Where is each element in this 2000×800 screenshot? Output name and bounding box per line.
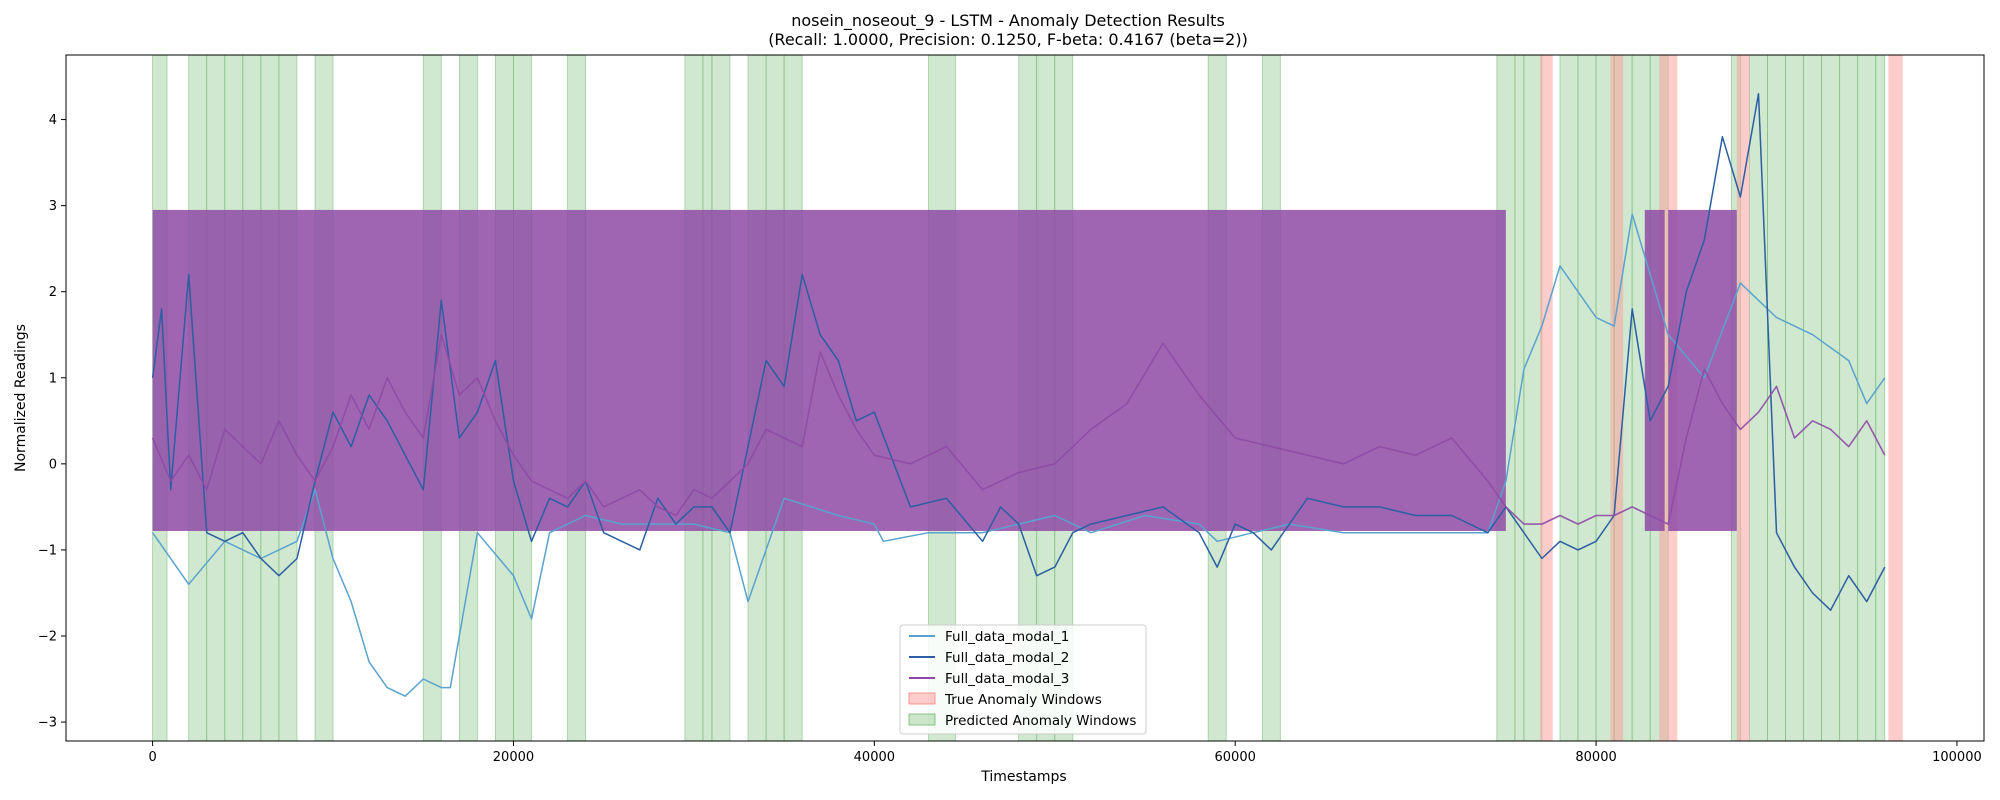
predicted-window-27 (1523, 55, 1543, 741)
chart-title: nosein_noseout_9 - LSTM - Anomaly Detect… (791, 11, 1225, 31)
legend-item-4: True Anomaly Windows (908, 692, 1102, 708)
y-tick-label-1: −2 (38, 629, 57, 644)
y-axis-ticks: −3 −2 −1 0 1 2 3 4 (38, 113, 66, 731)
legend-label-1: Full_data_modal_1 (945, 629, 1069, 645)
predicted-window-42 (1875, 55, 1886, 741)
modal-3-oscillation-band-1 (1644, 209, 1665, 531)
predicted-window-29 (1577, 55, 1597, 741)
y-tick-label-2: −1 (38, 543, 57, 558)
predicted-window-39 (1821, 55, 1841, 741)
legend-item-5: Predicted Anomaly Windows (908, 713, 1136, 729)
x-axis-label: Timestamps (980, 769, 1066, 785)
legend-swatch-5 (908, 713, 936, 726)
x-tick-label-2: 40000 (854, 750, 895, 765)
true-window-1 (1610, 55, 1624, 741)
legend-item-2: Full_data_modal_2 (909, 650, 1069, 666)
true-window-5 (1888, 55, 1903, 741)
series-line-3 (151, 333, 1886, 525)
y-tick-label-0: −3 (38, 716, 57, 731)
x-tick-label-1: 20000 (493, 750, 534, 765)
predicted-window-37 (1785, 55, 1804, 741)
predicted-window-36 (1767, 55, 1786, 741)
y-tick-label-6: 3 (49, 199, 57, 214)
legend-swatch-4 (908, 692, 936, 705)
x-tick-label-3: 60000 (1215, 750, 1256, 765)
legend-label-4: True Anomaly Windows (944, 692, 1102, 708)
series-line-2 (151, 92, 1886, 611)
true-window-0 (1540, 55, 1553, 741)
legend: Full_data_modal_1 Full_data_modal_2 Full_d… (899, 624, 1147, 735)
series-line-1 (151, 213, 1886, 697)
legend-label-5: Predicted Anomaly Windows (945, 713, 1136, 729)
chart-subtitle: (Recall: 1.0000, Precision: 0.1250, F-be… (768, 30, 1248, 49)
legend-item-3: Full_data_modal_3 (909, 671, 1069, 687)
y-tick-label-3: 0 (49, 457, 57, 472)
y-tick-label-7: 4 (49, 113, 57, 128)
legend-box (899, 624, 1147, 735)
predicted-window-28 (1559, 55, 1579, 741)
x-tick-label-0: 0 (148, 750, 156, 765)
series-layer (151, 92, 1886, 697)
x-tick-label-5: 100000 (1932, 750, 1982, 765)
legend-item-1: Full_data_modal_1 (909, 629, 1069, 645)
modal-3-oscillation-band-0 (152, 209, 1506, 531)
predicted-window-38 (1803, 55, 1823, 741)
modal-3-oscillation-band-2 (1668, 209, 1737, 531)
x-tick-label-4: 80000 (1575, 750, 1616, 765)
legend-label-2: Full_data_modal_2 (945, 650, 1069, 666)
predicted-window-41 (1857, 55, 1877, 741)
y-axis-label: Normalized Readings (13, 324, 29, 472)
plot-frame (65, 54, 1985, 742)
predicted-window-40 (1839, 55, 1859, 741)
predicted-window-35 (1749, 55, 1768, 741)
plot-area (151, 55, 1903, 741)
true-window-4 (1736, 55, 1750, 741)
x-axis-ticks: 0 20000 40000 60000 80000 100000 (148, 741, 1982, 765)
y-tick-label-5: 2 (49, 285, 57, 300)
y-tick-label-4: 1 (49, 371, 57, 386)
legend-label-3: Full_data_modal_3 (945, 671, 1069, 687)
